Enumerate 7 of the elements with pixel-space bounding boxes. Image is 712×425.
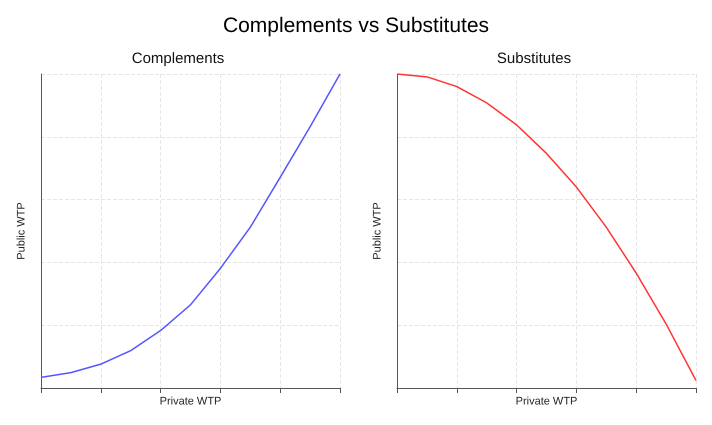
y-axis-title: Public WTP [16, 202, 28, 260]
x-axis-title: Private WTP [516, 396, 578, 408]
y-axis-title: Public WTP [372, 202, 384, 260]
chart-subtitle: Substitutes [496, 50, 572, 67]
chart-title: Complements vs Substitutes [222, 13, 490, 39]
chart-subtitle: Complements [132, 50, 224, 67]
x-axis-title: Private WTP [160, 396, 222, 408]
